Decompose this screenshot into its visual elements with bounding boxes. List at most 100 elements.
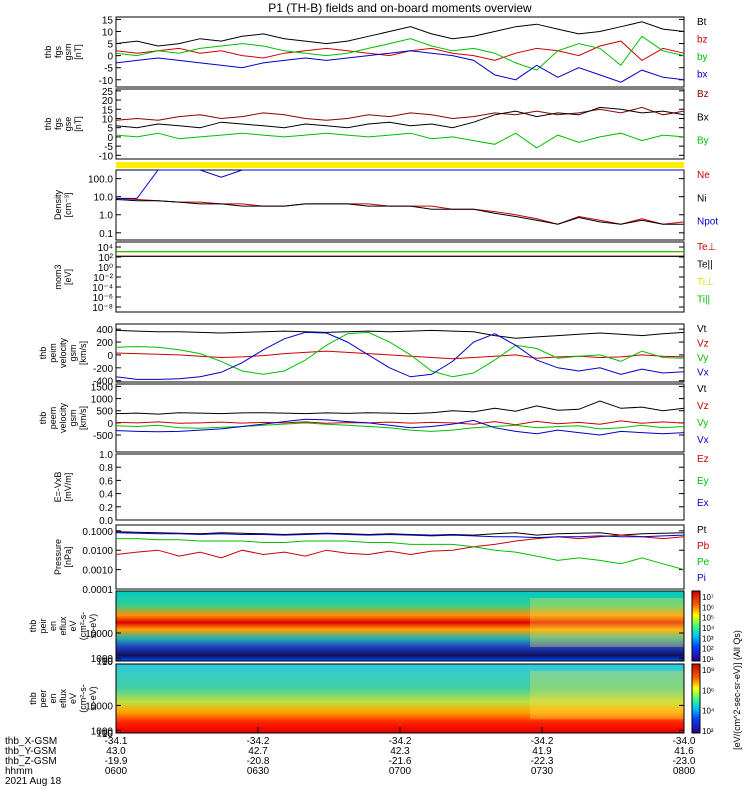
ylabel-line: sr-eV) — [88, 686, 98, 711]
xtick-label: -34.0 — [673, 736, 696, 747]
legend-entry: Pe — [697, 557, 710, 568]
legend-entry: Te|| — [697, 260, 713, 271]
ytick-label: 10 — [102, 657, 114, 668]
ylabel-line: gsm — [63, 43, 73, 60]
colorbar — [691, 590, 701, 662]
panel-2: 100.0 10.0 1.0 0.1 Density [cm⁻³] Ne Ni Npot — [53, 162, 718, 241]
ytick-label: 0 — [107, 133, 113, 144]
ytick-label: 200 — [96, 338, 113, 349]
ytick-label: -500 — [93, 431, 113, 442]
ytick-label: 10.0 — [94, 193, 114, 204]
ytick-label: 400 — [96, 325, 113, 336]
ytick-label: 1000 — [91, 395, 114, 406]
ytick-label: 10 — [102, 114, 114, 125]
panel-frame — [115, 169, 685, 241]
ytick-label: 5 — [107, 40, 113, 51]
ytick-label: 0.2 — [99, 503, 113, 514]
series-line-0 — [115, 106, 685, 121]
ytick-label: 0.4 — [99, 490, 113, 501]
ytick-label: -400 — [93, 377, 113, 388]
ylabel-line: Density — [53, 189, 63, 220]
ytick-label: 10 — [102, 27, 114, 38]
ytick-label: 20 — [102, 96, 114, 107]
ylabel-line: [eV] — [63, 269, 73, 285]
status-bar — [116, 162, 684, 168]
ylabel-line: peim — [48, 343, 58, 363]
spectrogram-overlay — [530, 670, 684, 720]
ytick-label: 0.0 — [99, 516, 113, 527]
ytick-label: 100.0 — [88, 175, 113, 186]
legend-entry: Te⊥ — [697, 242, 716, 253]
xtick-label: 41.6 — [674, 746, 694, 757]
panel-4: 400 200 0 -200 -400 thb peim velocity gsm [km/s] V… — [38, 323, 709, 388]
panel-frame — [115, 88, 685, 160]
ylabel-line: (cm²-s- — [78, 684, 88, 713]
ytick-label: 0.8 — [99, 463, 113, 474]
legend-entry: Ni — [697, 193, 706, 204]
xtick-label: 0630 — [247, 766, 270, 777]
legend-entry: Vy — [697, 353, 708, 364]
ylabel-line: gsm — [68, 409, 78, 426]
ylabel-line: eV — [68, 620, 78, 631]
xtick-label: 42.7 — [248, 746, 268, 757]
ylabel-line: peer — [38, 689, 48, 707]
ytick-label: 100 — [96, 729, 113, 740]
ylabel-line: E=-VxB — [53, 472, 63, 503]
xaxis-row-label: thb_Z-GSM — [5, 756, 57, 767]
xtick-label: -34.2 — [531, 736, 554, 747]
legend-entry: Ez — [697, 454, 709, 465]
ytick-label: 0.1 — [99, 229, 113, 240]
ylabel-line: velocity — [58, 402, 68, 433]
series-line-2 — [116, 169, 684, 199]
ylabel-line: thb — [38, 347, 48, 360]
panel-frame — [115, 383, 685, 453]
ylabel-line: mom3 — [53, 264, 63, 289]
legend-entry: Bx — [697, 112, 709, 123]
xtick-label: -34.2 — [247, 736, 270, 747]
colorbar-tick: 10⁴ — [702, 707, 715, 716]
series-line-1 — [115, 106, 685, 129]
legend-entry: Vx — [697, 368, 709, 379]
panel-frame — [115, 16, 685, 88]
spectrogram — [116, 664, 684, 733]
ylabel-line: [mV/m] — [63, 473, 73, 502]
colorbar-tick: 10² — [702, 727, 714, 736]
ylabel-line: [km/s] — [78, 341, 88, 365]
xtick-label: 43.0 — [106, 746, 126, 757]
legend-entry: bz — [697, 35, 708, 46]
panel-frame — [115, 590, 685, 662]
series-line-1 — [115, 199, 684, 225]
ytick-label: 10000 — [85, 629, 113, 640]
legend-entry: Bz — [697, 89, 709, 100]
series-line-0 — [115, 531, 685, 536]
ytick-label: 10 — [102, 729, 114, 740]
xtick-label: 0730 — [531, 766, 554, 777]
legend-entry: Ey — [697, 476, 709, 487]
colorbar-tick: 10¹ — [702, 655, 714, 664]
ylabel-line: fgs — [53, 118, 63, 131]
series-line-2 — [115, 132, 685, 149]
ylabel-line: peir — [38, 618, 48, 633]
legend-entry: Vy — [697, 418, 708, 429]
ylabel-line: thb — [43, 46, 53, 59]
series-line-1 — [115, 350, 685, 360]
spectrogram — [116, 591, 684, 661]
ytick-label: -5 — [104, 64, 113, 75]
ytick-label: -200 — [93, 364, 113, 375]
ytick-label: 0.6 — [99, 476, 113, 487]
ylabel-line: [nT] — [73, 44, 83, 60]
ylabel-line: (cm²-s- — [78, 612, 88, 641]
series-line-0 — [115, 329, 685, 339]
ytick-label: 15 — [102, 15, 114, 26]
ylabel-line: fgs — [53, 46, 63, 59]
panel-frame — [115, 524, 685, 590]
series-line-2 — [116, 538, 685, 571]
xtick-label: -19.9 — [105, 756, 128, 767]
ylabel-line: eflux — [58, 688, 68, 708]
series-line-1 — [115, 40, 685, 62]
ytick-label: 0 — [107, 419, 113, 430]
xaxis-row-label: hhmm — [5, 766, 33, 777]
